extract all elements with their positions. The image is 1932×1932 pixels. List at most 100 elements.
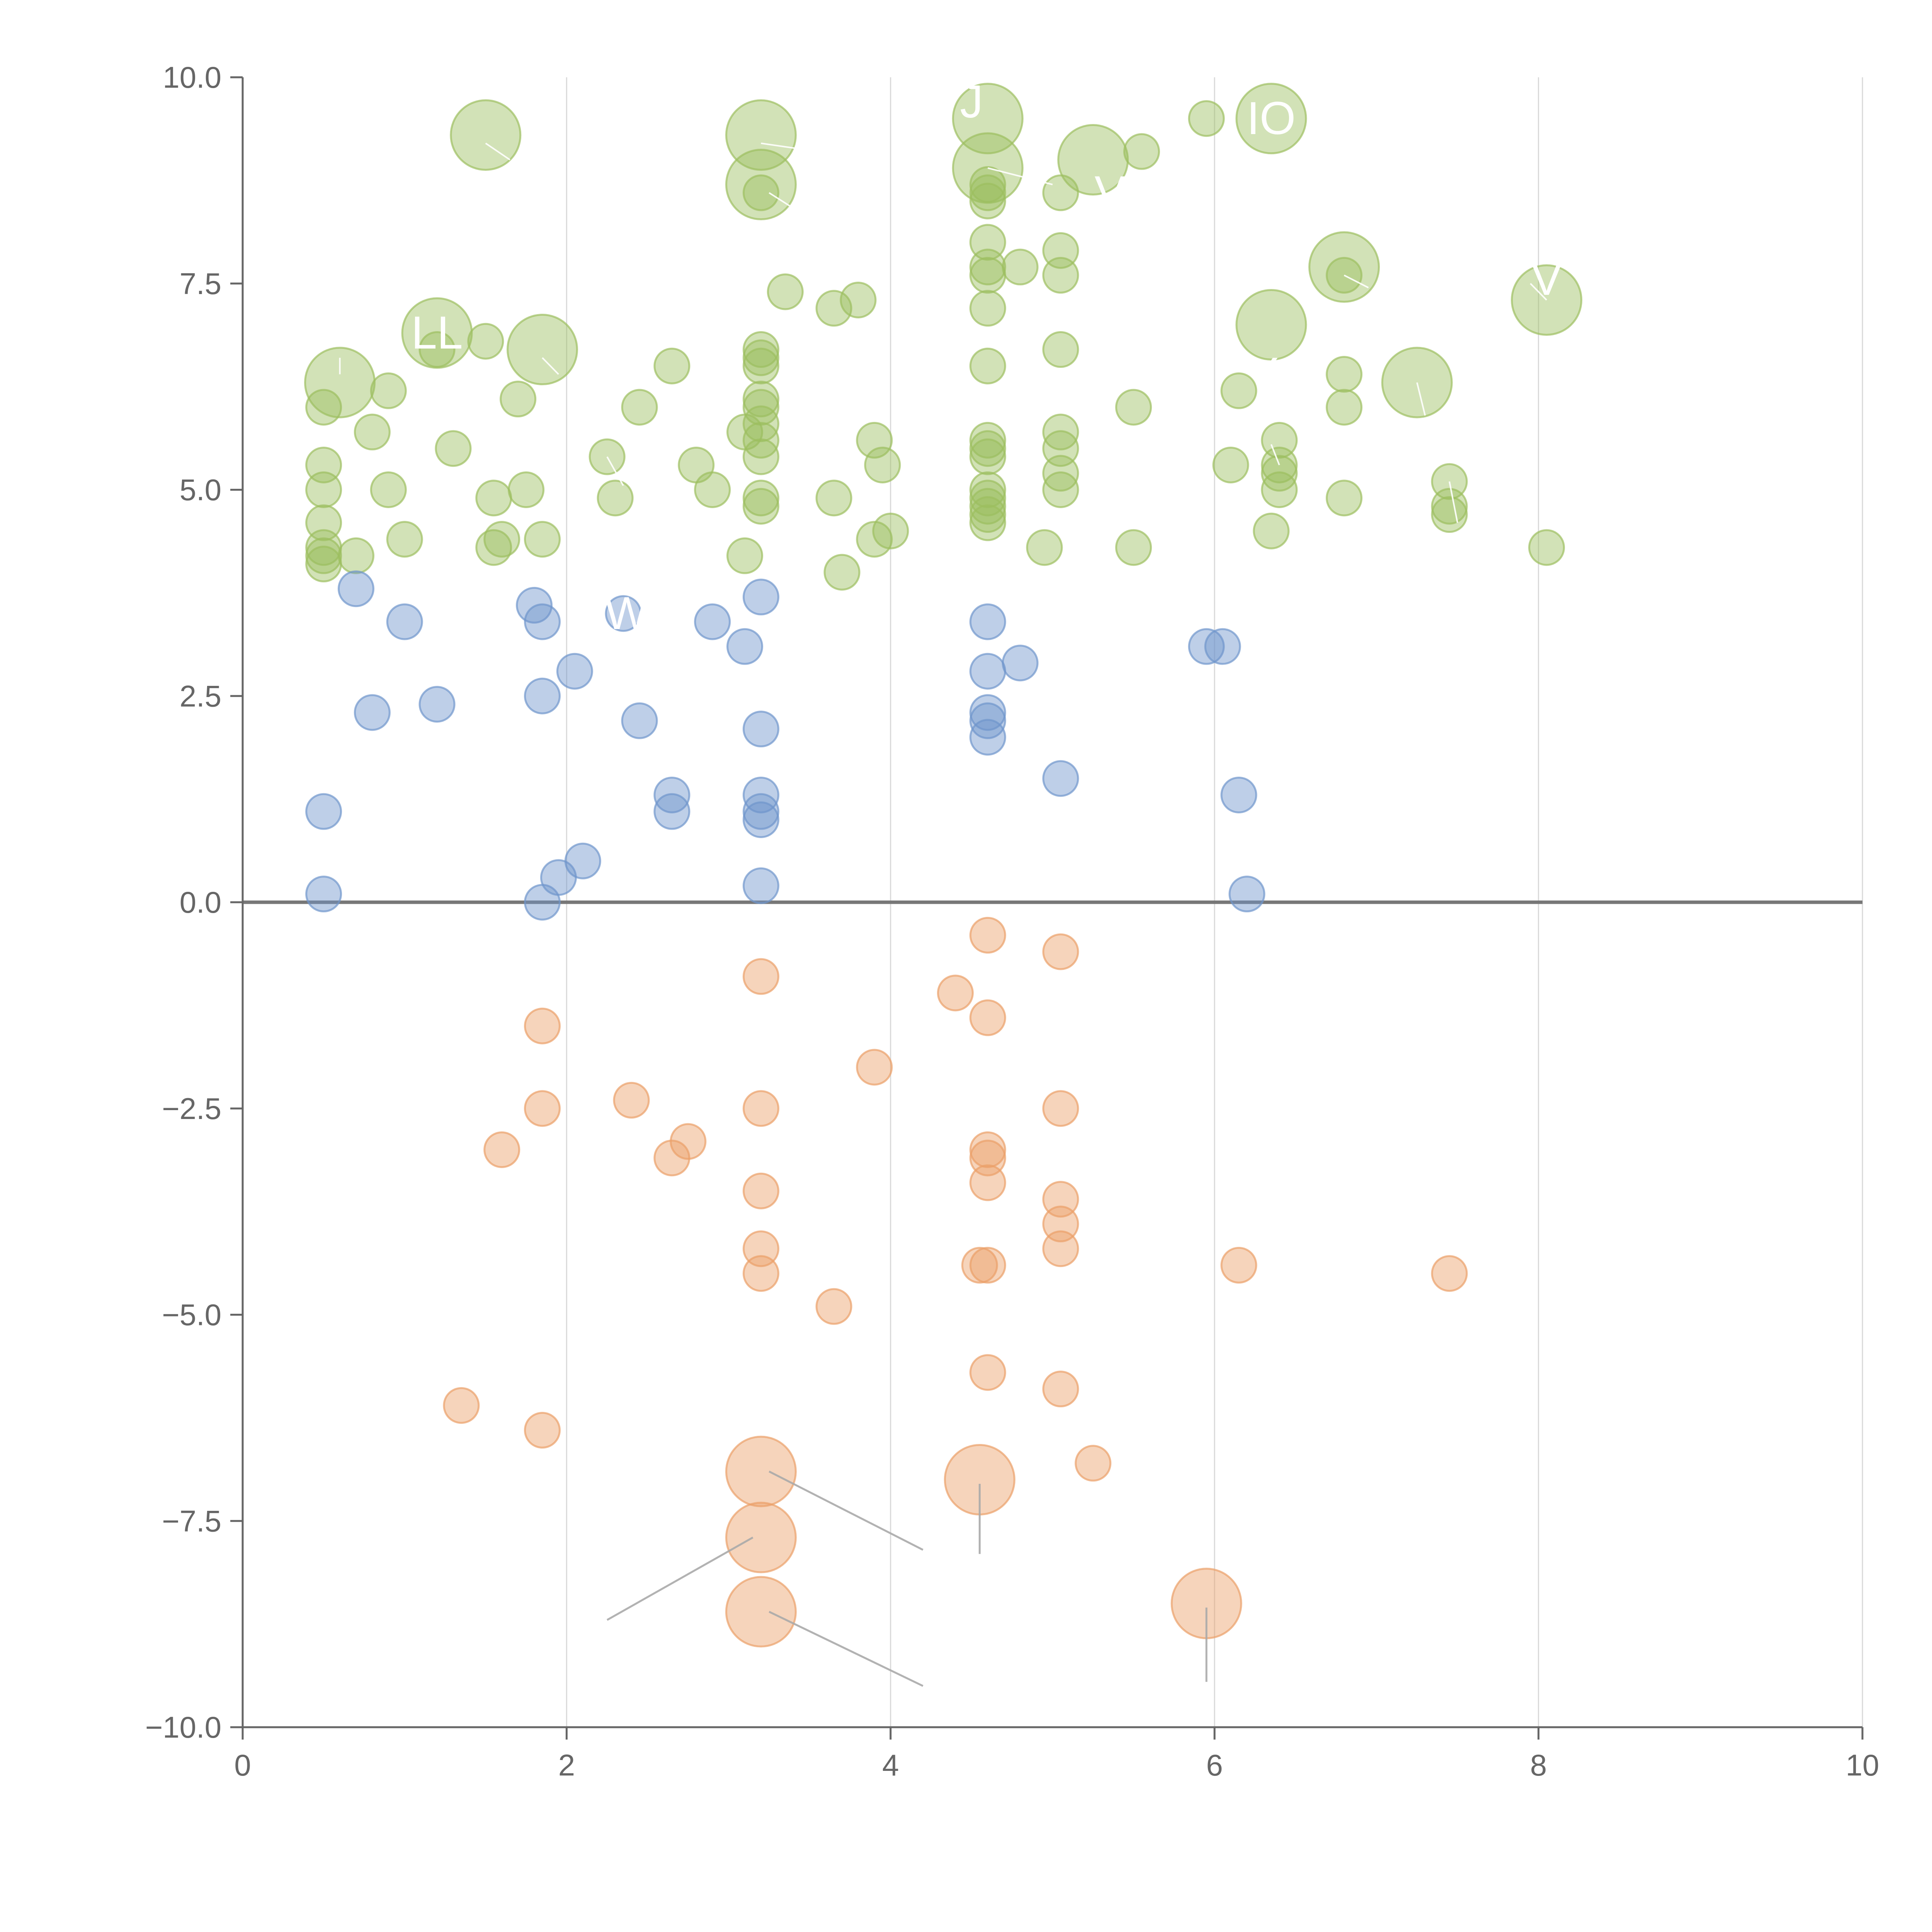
bubble-point bbox=[856, 1049, 893, 1086]
bubble-point bbox=[597, 480, 634, 517]
bubble-point bbox=[1235, 83, 1307, 155]
bubble-point bbox=[969, 430, 1006, 467]
bubble-point bbox=[450, 99, 522, 171]
bubble-point bbox=[653, 793, 690, 830]
bubble-point bbox=[1431, 1255, 1468, 1292]
bubble-point bbox=[969, 496, 1006, 533]
bubble-point bbox=[726, 537, 764, 574]
bubble-point bbox=[823, 554, 861, 591]
leader-line bbox=[1416, 382, 1426, 416]
leader-line bbox=[761, 142, 818, 153]
leader-line bbox=[769, 1611, 923, 1687]
bubble-point bbox=[483, 1131, 520, 1168]
y-tick-label: 5.0 bbox=[180, 473, 221, 507]
leader-line bbox=[606, 1536, 753, 1621]
bubble-point bbox=[969, 174, 1006, 211]
bubble-point bbox=[305, 876, 342, 913]
bubble-label: VE bbox=[1095, 167, 1156, 218]
bubble-point bbox=[418, 331, 456, 368]
bubble-point bbox=[742, 347, 779, 384]
bubble-point bbox=[742, 578, 779, 616]
bubble-point bbox=[304, 347, 376, 418]
bubble-point bbox=[305, 546, 342, 583]
bubble-point bbox=[337, 570, 374, 607]
bubble-point bbox=[742, 1090, 779, 1127]
bubble-point bbox=[305, 793, 342, 830]
x-tick-label: 2 bbox=[558, 1748, 575, 1782]
bubble-point bbox=[969, 248, 1006, 286]
leader-line bbox=[1270, 444, 1280, 466]
bubble-point bbox=[969, 438, 1006, 475]
y-tick-label: 7.5 bbox=[180, 267, 221, 301]
bubble-point bbox=[969, 1164, 1006, 1201]
bubble-point bbox=[856, 422, 893, 459]
bubble-point bbox=[1115, 529, 1152, 566]
bubble-point bbox=[815, 290, 852, 327]
bubble-point bbox=[524, 1007, 561, 1044]
bubble-point bbox=[1431, 488, 1468, 525]
bubble-point bbox=[1042, 1090, 1079, 1127]
bubble-point bbox=[1115, 389, 1152, 426]
bubble-point bbox=[969, 719, 1006, 756]
bubble-point bbox=[969, 290, 1006, 327]
bubble-point bbox=[1261, 471, 1298, 508]
bubble-point bbox=[305, 537, 342, 574]
bubble-point bbox=[386, 603, 423, 640]
leader-line bbox=[542, 357, 559, 375]
bubble-point bbox=[742, 867, 779, 904]
leader-line bbox=[485, 143, 510, 161]
y-tick-label: −5.0 bbox=[162, 1298, 221, 1332]
bubble-point bbox=[1220, 372, 1257, 409]
bubble-point bbox=[742, 339, 779, 376]
bubble-point bbox=[694, 603, 731, 640]
bubble-point bbox=[1235, 289, 1307, 361]
bubble-point bbox=[742, 480, 779, 517]
bubble-point bbox=[969, 1247, 1006, 1284]
bubble-point bbox=[613, 1082, 650, 1119]
leader-line bbox=[1530, 283, 1547, 301]
bubble-point bbox=[767, 273, 804, 310]
bubble-point bbox=[969, 999, 1006, 1036]
tick-labels: −10.0 −7.5 −5.0 −2.5 0.0 2.5 5.0 7.5 10.0 0 2 4 6 8 10 bbox=[145, 60, 1879, 1782]
bubble-point bbox=[556, 653, 593, 690]
bubble-point bbox=[742, 801, 779, 838]
bubble-point bbox=[725, 149, 797, 221]
bubble-point bbox=[483, 521, 520, 558]
bubble-label: Y bbox=[1248, 348, 1279, 400]
bubble-point bbox=[742, 438, 779, 475]
bubble-point bbox=[969, 347, 1006, 384]
bubble-point bbox=[969, 917, 1006, 954]
bubble-point bbox=[969, 1354, 1006, 1391]
bubble-point bbox=[1220, 776, 1257, 813]
bubble-point bbox=[969, 504, 1006, 541]
bubble-label: LL bbox=[411, 307, 463, 359]
bubble-point bbox=[969, 653, 1006, 690]
leader-line bbox=[769, 192, 802, 214]
bubble-point bbox=[621, 702, 658, 739]
bubble-point bbox=[1042, 760, 1079, 797]
bubble-point bbox=[1204, 628, 1241, 665]
bubble-labels: LL J IO VE V Y WL bbox=[411, 76, 1562, 639]
leader-line bbox=[606, 456, 624, 486]
leader-line bbox=[1449, 481, 1458, 523]
bubble-point bbox=[969, 1131, 1006, 1168]
bubble-point bbox=[864, 446, 901, 483]
x-tick-label: 0 bbox=[234, 1748, 251, 1782]
bubble-point bbox=[742, 1255, 779, 1292]
bubble-point bbox=[1042, 257, 1079, 294]
bubble-point bbox=[1123, 133, 1160, 170]
bubble-point bbox=[726, 628, 764, 665]
bubble-point bbox=[969, 182, 1006, 219]
bubble-point bbox=[605, 595, 642, 632]
bubble-point bbox=[1228, 876, 1265, 913]
leader-line bbox=[769, 1470, 923, 1551]
bubble-label: WL bbox=[605, 587, 674, 639]
bubble-point bbox=[443, 1387, 480, 1424]
bubble-point bbox=[1188, 628, 1225, 665]
bubble-point bbox=[815, 480, 852, 517]
x-tick-label: 6 bbox=[1206, 1748, 1223, 1782]
bubble-point bbox=[937, 975, 974, 1012]
bubble-point bbox=[840, 281, 877, 318]
x-tick-label: 10 bbox=[1846, 1748, 1879, 1782]
